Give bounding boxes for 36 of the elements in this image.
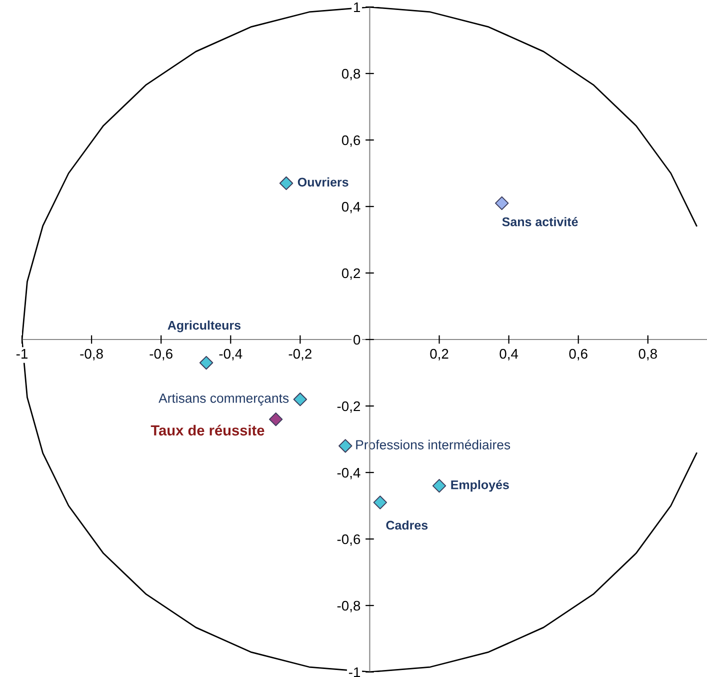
x-tick-label: 0,2 xyxy=(430,348,448,360)
point xyxy=(495,196,509,210)
series-label: Taux de réussite xyxy=(150,424,264,436)
y-tick-label: 0 xyxy=(354,334,360,345)
y-tick-label: 0,6 xyxy=(342,135,360,147)
point xyxy=(373,496,387,510)
series-label: Sans activité xyxy=(502,216,578,226)
series-label: Employés xyxy=(451,480,509,492)
point xyxy=(338,439,352,453)
x-tick-label: 0,6 xyxy=(569,348,588,360)
y-tick-label: -0,4 xyxy=(337,468,360,480)
point xyxy=(293,392,308,406)
series-label: Professions intermédiaires xyxy=(356,440,510,450)
y-tick-label: -0,6 xyxy=(337,534,360,546)
series-label: Ouvriers xyxy=(298,177,348,187)
x-tick-label: 0,4 xyxy=(500,348,518,360)
x-tick-label: -1 xyxy=(16,349,28,359)
point xyxy=(279,176,294,190)
x-tick-label: -0,2 xyxy=(288,348,312,360)
y-tick-label: 0,4 xyxy=(342,202,360,214)
y-tick-label: -0,2 xyxy=(337,401,360,413)
series-label: Cadres xyxy=(386,520,428,530)
y-tick-label: 0,8 xyxy=(342,68,360,80)
point xyxy=(432,478,446,493)
x-tick-label: 0,8 xyxy=(638,348,657,360)
x-tick-label: -0,4 xyxy=(219,348,242,360)
series-label: Artisans commerçants xyxy=(158,393,289,406)
x-tick-label: -0,6 xyxy=(150,348,172,360)
y-tick-label: -1 xyxy=(348,667,360,677)
x-tick-label: -0,8 xyxy=(80,348,103,360)
text: Agriculteurs xyxy=(168,320,241,332)
point xyxy=(268,412,283,426)
y-tick-label: -0,8 xyxy=(337,600,360,612)
y-tick-label: 0,2 xyxy=(342,268,360,280)
point xyxy=(199,356,214,370)
y-tick-label: 1 xyxy=(354,2,360,12)
